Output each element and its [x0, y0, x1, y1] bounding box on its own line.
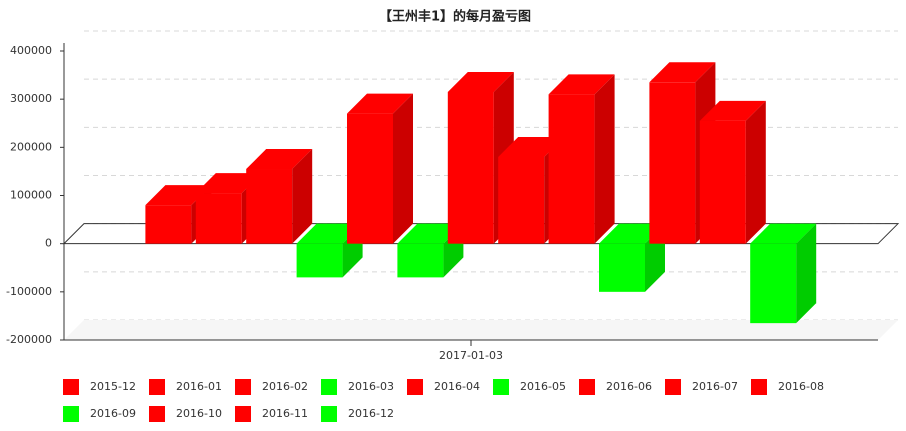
legend-swatch — [751, 379, 767, 395]
bar-top — [699, 100, 766, 121]
chart-title: 【王州丰1】的每月盈亏图 — [379, 9, 531, 25]
legend-label: 2015-12 — [90, 380, 136, 393]
bar-top — [548, 74, 615, 95]
bar-top — [447, 71, 514, 92]
bar-side — [292, 149, 313, 244]
bar-top — [246, 149, 313, 170]
legend-swatch — [235, 406, 251, 422]
bar — [447, 91, 494, 244]
bar-top — [649, 62, 716, 83]
legend-label: 2016-10 — [176, 407, 222, 420]
bar — [195, 193, 242, 244]
bar-top — [347, 93, 413, 114]
legend-label: 2016-12 — [348, 407, 394, 420]
legend-label: 2016-02 — [262, 380, 308, 393]
bar-side — [393, 93, 413, 244]
legend-swatch — [63, 379, 79, 395]
bar-side — [745, 100, 766, 244]
bar — [699, 120, 746, 244]
legend-swatch — [321, 406, 337, 422]
bar-side — [594, 74, 615, 244]
bar — [649, 82, 696, 244]
y-tick-label: 300000 — [10, 92, 52, 105]
bar — [548, 94, 595, 244]
bar-top — [296, 223, 363, 244]
bar-top — [195, 173, 262, 194]
legend-label: 2016-04 — [434, 380, 480, 393]
y-tick-label: -100000 — [6, 285, 52, 298]
bar — [498, 156, 545, 244]
bar-side — [796, 223, 817, 324]
bar — [296, 243, 343, 278]
y-tick-label: 200000 — [10, 140, 52, 153]
bar-top — [599, 223, 665, 244]
legend-label: 2016-01 — [176, 380, 222, 393]
bar — [145, 205, 192, 244]
bar — [750, 243, 797, 324]
legend-label: 2016-08 — [778, 380, 824, 393]
legend-swatch — [665, 379, 681, 395]
y-tick-label: 100000 — [10, 189, 52, 202]
legend-swatch — [149, 379, 165, 395]
bar — [347, 113, 393, 244]
legend-label: 2016-09 — [90, 407, 136, 420]
legend-label: 2016-03 — [348, 380, 394, 393]
legend-swatch — [493, 379, 509, 395]
legend-label: 2016-05 — [520, 380, 566, 393]
legend-swatch — [321, 379, 337, 395]
x-tick-label: 2017-01-03 — [439, 349, 503, 362]
y-tick-label: -200000 — [6, 333, 52, 346]
bar-top — [145, 185, 212, 206]
legend-label: 2016-06 — [606, 380, 652, 393]
bar-top — [750, 223, 817, 244]
y-tick-label: 0 — [45, 237, 52, 250]
legend-swatch — [149, 406, 165, 422]
legend-swatch — [235, 379, 251, 395]
bar — [397, 243, 444, 278]
legend-label: 2016-07 — [692, 380, 738, 393]
bar-top — [397, 223, 464, 244]
legend-swatch — [579, 379, 595, 395]
bar — [246, 169, 293, 244]
legend-swatch — [63, 406, 79, 422]
floor — [64, 320, 898, 340]
bar — [599, 243, 645, 292]
bar-top — [498, 136, 565, 157]
legend-label: 2016-11 — [262, 407, 308, 420]
legend-swatch — [407, 379, 423, 395]
y-tick-label: 400000 — [10, 44, 52, 57]
